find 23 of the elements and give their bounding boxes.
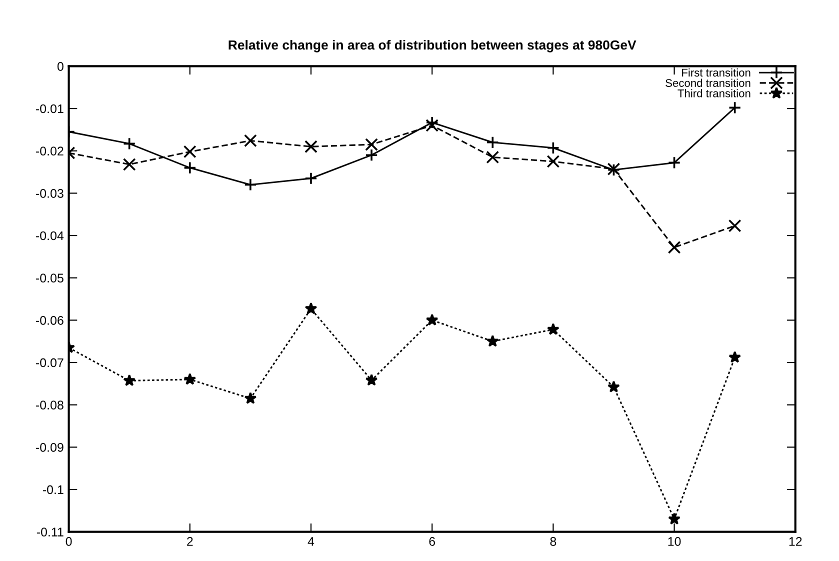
x-tick-label: 12 [789,537,802,546]
x-tick-label: 6 [429,537,436,546]
legend-label: Third transition [678,89,750,98]
y-tick-label: -0.04 [36,231,64,240]
y-tick-label: -0.1 [42,485,64,494]
y-tick-label: -0.11 [36,528,64,536]
y-tick-label: -0.06 [36,316,64,325]
x-tick-label: 4 [308,537,314,546]
y-tick-label: -0.09 [36,442,64,452]
y-tick-label: -0.01 [36,104,64,114]
x-tick-label: 2 [187,537,193,546]
y-tick-label: -0.05 [36,274,64,282]
y-tick-label: -0.03 [36,188,64,198]
x-tick-label: 8 [550,537,556,546]
x-tick-label: 0 [66,537,72,546]
y-tick-label: -0.02 [36,146,64,156]
x-tick-label: 10 [668,537,681,546]
legend-label: Second transition [666,78,750,87]
y-tick-label: 0 [57,62,64,71]
y-tick-label: -0.08 [36,400,64,410]
chart-title: Relative change in area of distribution between stages at 980GeV [228,40,636,52]
y-tick-label: -0.07 [36,358,64,368]
legend-label: First transition [682,68,750,77]
